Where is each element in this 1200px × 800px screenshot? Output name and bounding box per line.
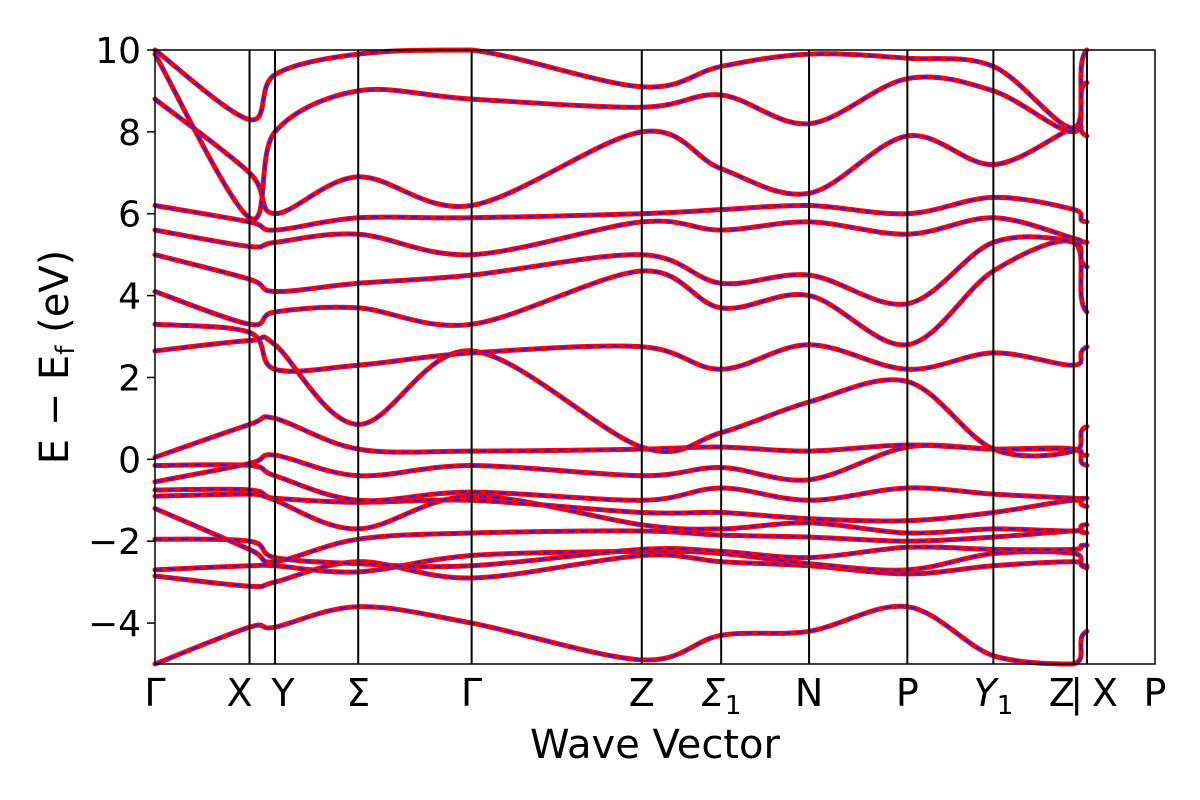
band-overlay-8 [154, 463, 1087, 502]
x-tick-label-13: P [1144, 671, 1167, 715]
band-lines [152, 47, 1090, 667]
band-line-1 [152, 603, 1090, 667]
x-tick-label-8: P [896, 671, 919, 715]
y-axis-label-main: E − E [32, 355, 78, 465]
x-tick-label-2: Y [270, 671, 295, 715]
high-symmetry-lines [248, 50, 1088, 664]
y-axis-label-subscript: f [51, 345, 81, 355]
y-tick-label: 4 [118, 277, 141, 318]
x-tick-label-6: Σ1 [701, 671, 742, 721]
band-overlay-11 [154, 335, 1088, 458]
y-tick-label: −2 [88, 522, 141, 563]
band-overlay-9 [154, 444, 1088, 483]
y-tick-label: 8 [118, 113, 141, 154]
band-overlay-14 [154, 235, 1088, 306]
x-tick-label-11: | [1070, 671, 1083, 716]
band-line-11 [152, 334, 1090, 459]
x-tick-label-5: Z [629, 671, 655, 715]
y-tick-label: 10 [95, 31, 141, 72]
y-axis-label: E − Ef (eV) [32, 250, 81, 465]
x-axis-label: Wave Vector [530, 722, 781, 768]
y-tick-label: 0 [118, 440, 141, 481]
x-tick-label-7: N [795, 671, 823, 715]
x-tick-label-3: Σ [346, 671, 370, 715]
y-axis-ticks: −4 −2 0 2 4 6 8 10 [88, 31, 155, 645]
x-tick-label-12: X [1092, 671, 1118, 715]
x-tick-label-4: Γ [461, 671, 482, 715]
plot-frame [154, 49, 1156, 665]
band-line-14 [152, 234, 1090, 307]
y-tick-label: −4 [88, 604, 141, 645]
y-axis-label-unit: (eV) [32, 250, 78, 346]
x-tick-label-1: X [226, 671, 252, 715]
x-tick-label-9: Y1 [973, 671, 1013, 721]
band-line-15 [152, 215, 1090, 258]
x-tick-label-10: Z [1049, 671, 1075, 715]
band-overlay-19 [154, 48, 1088, 129]
x-tick-label-0: Γ [144, 671, 165, 715]
y-tick-label: 2 [118, 358, 141, 399]
x-axis-tick-labels: Γ X Y Σ Γ Z Σ1 N P Y1 Z| X P [144, 671, 1166, 721]
y-tick-label: 6 [118, 195, 141, 236]
